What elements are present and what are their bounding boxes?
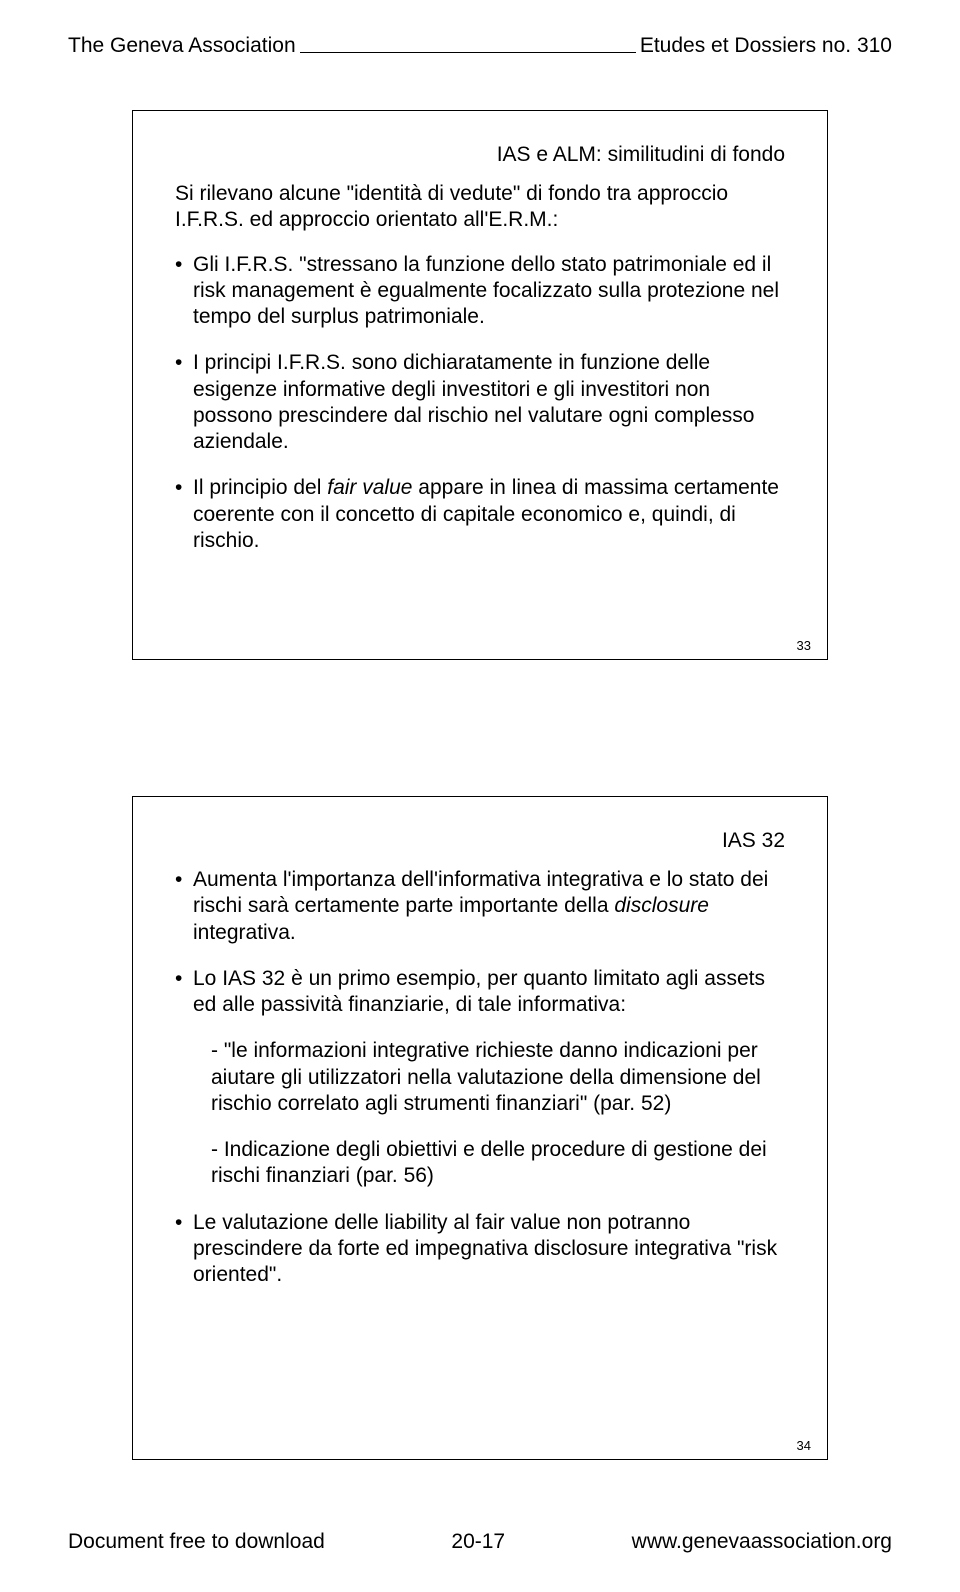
slide-title: IAS e ALM: similitudini di fondo [175, 143, 785, 167]
page-header: The Geneva Association Etudes et Dossier… [68, 34, 892, 59]
footer-center: 20-17 [451, 1530, 505, 1554]
slide-number: 33 [797, 638, 811, 653]
slide-bullets-bottom: Le valutazione delle liability al fair v… [175, 1210, 785, 1289]
header-underline [300, 29, 636, 53]
bullet-item: Gli I.F.R.S. "stressano la funzione dell… [175, 252, 785, 331]
slide-bullets-top: Aumenta l'importanza dell'informativa in… [175, 867, 785, 1018]
slide-bullets: Gli I.F.R.S. "stressano la funzione dell… [175, 252, 785, 555]
header-left: The Geneva Association [68, 34, 296, 58]
slide-intro: Si rilevano alcune "identità di vedute" … [175, 181, 785, 234]
bullet-item: Lo IAS 32 è un primo esempio, per quanto… [175, 966, 785, 1019]
bullet-item: Aumenta l'importanza dell'informativa in… [175, 867, 785, 946]
slide-box-34: IAS 32 Aumenta l'importanza dell'informa… [132, 796, 828, 1460]
sub-item: - "le informazioni integrative richieste… [175, 1038, 785, 1117]
bullet-item: Il principio del fair value appare in li… [175, 475, 785, 554]
header-right: Etudes et Dossiers no. 310 [640, 34, 892, 58]
slide-title: IAS 32 [175, 829, 785, 853]
sub-item: - Indicazione degli obiettivi e delle pr… [175, 1137, 785, 1190]
slide-number: 34 [797, 1438, 811, 1453]
footer-right: www.genevaassociation.org [632, 1530, 892, 1554]
slide-box-33: IAS e ALM: similitudini di fondo Si rile… [132, 110, 828, 660]
footer-left: Document free to download [68, 1530, 325, 1554]
bullet-item: Le valutazione delle liability al fair v… [175, 1210, 785, 1289]
page-footer: Document free to download 20-17 www.gene… [68, 1530, 892, 1554]
bullet-item: I principi I.F.R.S. sono dichiaratamente… [175, 350, 785, 455]
